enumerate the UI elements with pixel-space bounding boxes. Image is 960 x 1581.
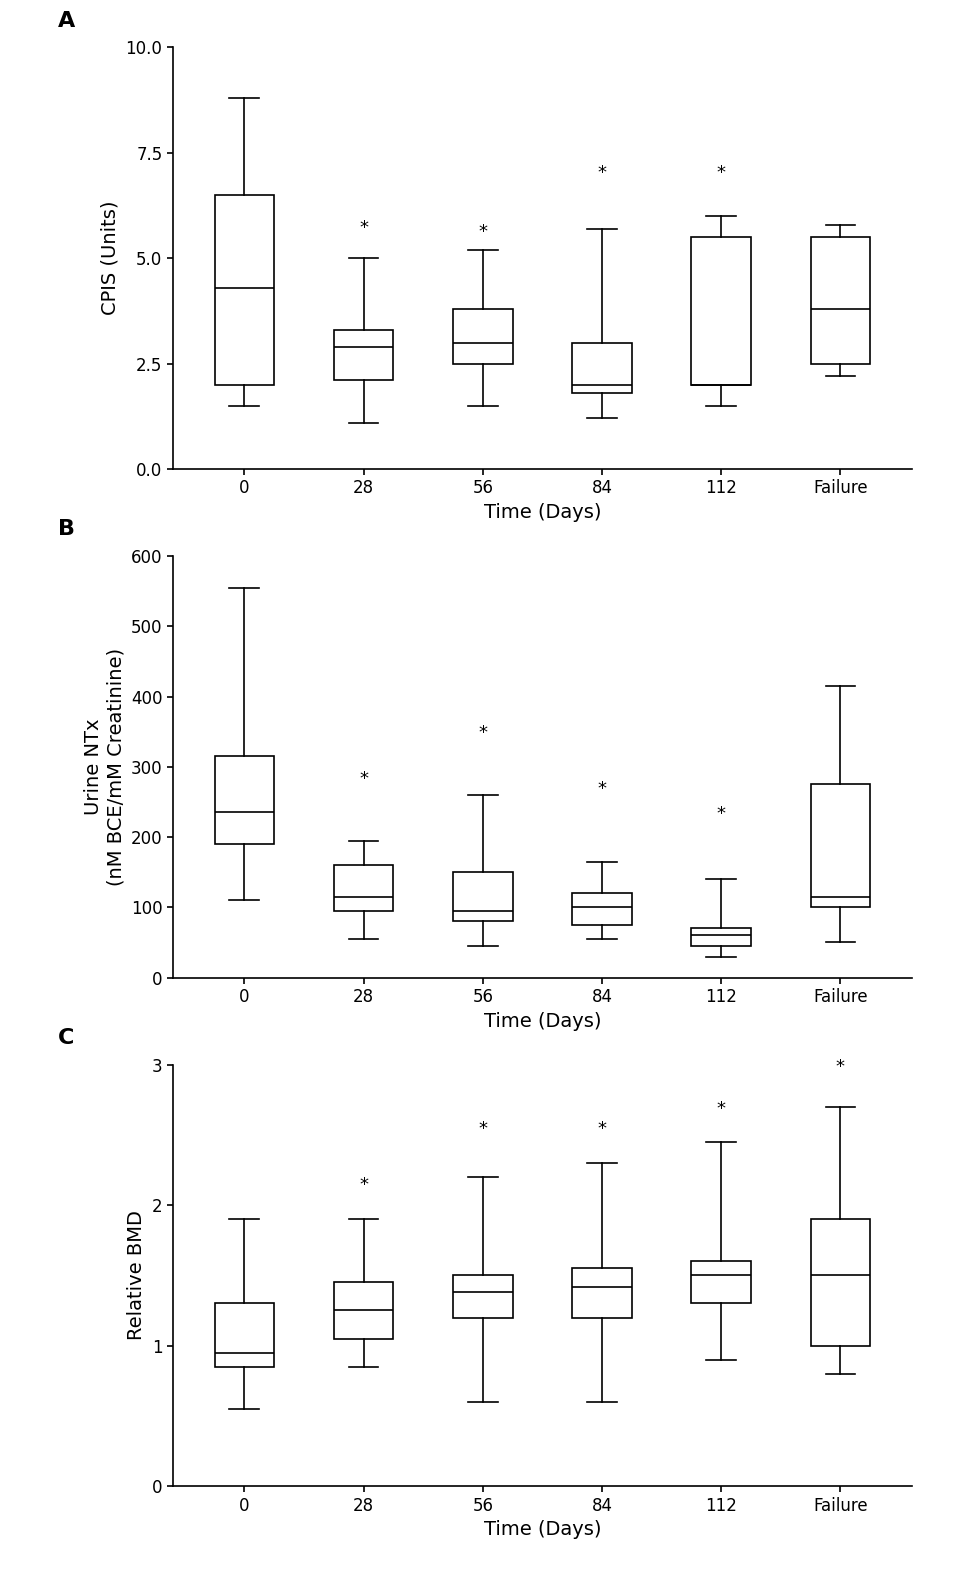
PathPatch shape bbox=[691, 237, 751, 384]
Text: C: C bbox=[59, 1028, 75, 1048]
Text: *: * bbox=[717, 805, 726, 824]
Text: B: B bbox=[59, 519, 75, 539]
Y-axis label: CPIS (Units): CPIS (Units) bbox=[101, 201, 120, 316]
PathPatch shape bbox=[214, 756, 275, 844]
PathPatch shape bbox=[453, 308, 513, 364]
Text: *: * bbox=[478, 223, 488, 242]
Text: *: * bbox=[836, 1058, 845, 1075]
PathPatch shape bbox=[810, 1219, 871, 1345]
PathPatch shape bbox=[453, 873, 513, 922]
PathPatch shape bbox=[214, 1303, 275, 1366]
PathPatch shape bbox=[334, 1282, 394, 1339]
PathPatch shape bbox=[334, 330, 394, 381]
Text: *: * bbox=[478, 724, 488, 741]
PathPatch shape bbox=[810, 784, 871, 907]
X-axis label: Time (Days): Time (Days) bbox=[484, 1519, 601, 1540]
PathPatch shape bbox=[214, 194, 275, 384]
Y-axis label: Urine NTx
(nM BCE/mM Creatinine): Urine NTx (nM BCE/mM Creatinine) bbox=[84, 648, 125, 885]
PathPatch shape bbox=[572, 1268, 632, 1317]
Text: *: * bbox=[359, 220, 368, 237]
PathPatch shape bbox=[453, 1276, 513, 1317]
X-axis label: Time (Days): Time (Days) bbox=[484, 503, 601, 522]
Text: *: * bbox=[717, 164, 726, 182]
Text: *: * bbox=[478, 1119, 488, 1138]
Text: *: * bbox=[359, 770, 368, 787]
Text: *: * bbox=[597, 781, 607, 798]
PathPatch shape bbox=[691, 1262, 751, 1303]
PathPatch shape bbox=[572, 893, 632, 925]
PathPatch shape bbox=[691, 928, 751, 945]
Text: *: * bbox=[597, 164, 607, 182]
Text: *: * bbox=[597, 1119, 607, 1138]
Text: *: * bbox=[717, 1100, 726, 1118]
Text: A: A bbox=[59, 11, 76, 30]
PathPatch shape bbox=[572, 343, 632, 394]
Text: *: * bbox=[359, 1176, 368, 1194]
PathPatch shape bbox=[810, 237, 871, 364]
X-axis label: Time (Days): Time (Days) bbox=[484, 1012, 601, 1031]
PathPatch shape bbox=[334, 865, 394, 911]
Y-axis label: Relative BMD: Relative BMD bbox=[128, 1211, 146, 1341]
